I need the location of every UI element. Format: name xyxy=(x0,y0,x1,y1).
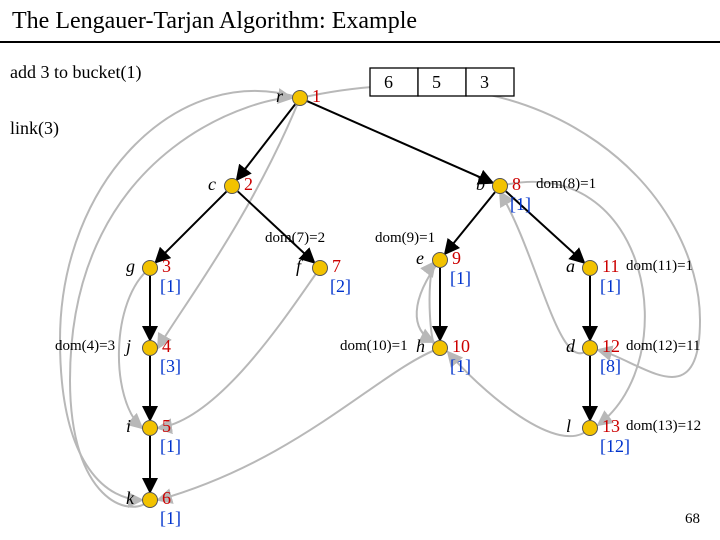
node-letter-d: d xyxy=(566,336,575,357)
node-letter-r: r xyxy=(276,86,283,107)
node-dom-b: dom(8)=1 xyxy=(536,176,596,193)
node-letter-k: k xyxy=(126,488,134,509)
node-bracket-l: [12] xyxy=(600,436,630,457)
node-num-d: 12 xyxy=(602,336,620,357)
node-dom-j: dom(4)=3 xyxy=(55,338,115,355)
node-letter-j: j xyxy=(126,336,131,357)
node-bracket-a: [1] xyxy=(600,276,621,297)
node-r xyxy=(292,90,308,106)
node-dom-e: dom(9)=1 xyxy=(375,230,435,247)
node-letter-g: g xyxy=(126,256,135,277)
node-h xyxy=(432,340,448,356)
node-bracket-h: [1] xyxy=(450,356,471,377)
node-num-j: 4 xyxy=(162,336,171,357)
node-num-r: 1 xyxy=(312,86,321,107)
node-e xyxy=(432,252,448,268)
node-num-b: 8 xyxy=(512,174,521,195)
node-bracket-g: [1] xyxy=(160,276,181,297)
node-bracket-d: [8] xyxy=(600,356,621,377)
node-dom-l: dom(13)=12 xyxy=(626,418,701,435)
node-letter-h: h xyxy=(416,336,425,357)
svg-text:6: 6 xyxy=(384,72,393,92)
node-a xyxy=(582,260,598,276)
annotation-op1: add 3 to bucket(1) xyxy=(10,62,141,83)
node-dom-a: dom(11)=1 xyxy=(626,258,693,275)
annotation-op2: link(3) xyxy=(10,118,59,139)
node-letter-a: a xyxy=(566,256,575,277)
node-g xyxy=(142,260,158,276)
svg-text:5: 5 xyxy=(432,72,441,92)
node-dom-h: dom(10)=1 xyxy=(340,338,408,355)
node-letter-b: b xyxy=(476,174,485,195)
node-num-g: 3 xyxy=(162,256,171,277)
node-letter-e: e xyxy=(416,248,424,269)
node-num-k: 6 xyxy=(162,488,171,509)
slide-title: The Lengauer-Tarjan Algorithm: Example xyxy=(0,0,720,43)
node-l xyxy=(582,420,598,436)
svg-text:3: 3 xyxy=(480,72,489,92)
node-bracket-j: [3] xyxy=(160,356,181,377)
node-num-c: 2 xyxy=(244,174,253,195)
node-num-a: 11 xyxy=(602,256,619,277)
node-num-f: 7 xyxy=(332,256,341,277)
node-bracket-e: [1] xyxy=(450,268,471,289)
node-c xyxy=(224,178,240,194)
node-num-h: 10 xyxy=(452,336,470,357)
node-num-e: 9 xyxy=(452,248,461,269)
node-letter-i: i xyxy=(126,416,131,437)
node-bracket-k: [1] xyxy=(160,508,181,529)
node-dom-d: dom(12)=11 xyxy=(626,338,701,355)
node-bracket-f: [2] xyxy=(330,276,351,297)
node-d xyxy=(582,340,598,356)
node-bracket-i: [1] xyxy=(160,436,181,457)
node-j xyxy=(142,340,158,356)
node-num-l: 13 xyxy=(602,416,620,437)
node-dom-f: dom(7)=2 xyxy=(265,230,325,247)
node-letter-f: f xyxy=(296,256,301,277)
node-letter-c: c xyxy=(208,174,216,195)
node-b xyxy=(492,178,508,194)
node-bracket-b: [1] xyxy=(510,194,531,215)
node-f xyxy=(312,260,328,276)
node-i xyxy=(142,420,158,436)
node-num-i: 5 xyxy=(162,416,171,437)
page-number: 68 xyxy=(685,511,700,528)
node-k xyxy=(142,492,158,508)
node-letter-l: l xyxy=(566,416,571,437)
